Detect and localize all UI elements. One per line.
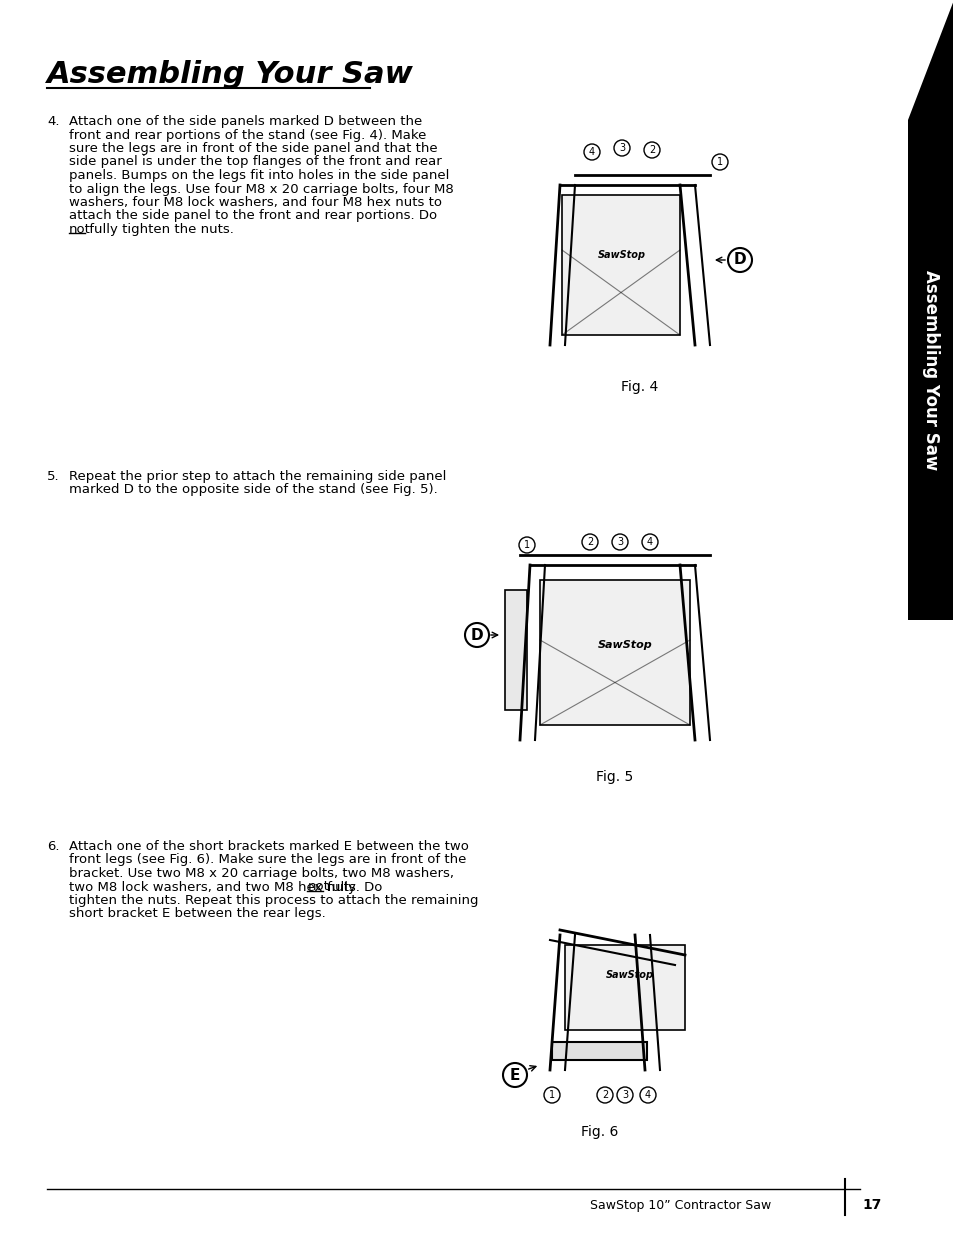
Text: 3: 3 (618, 143, 624, 153)
Text: Assembling Your Saw: Assembling Your Saw (47, 61, 414, 89)
Text: 1: 1 (548, 1091, 555, 1100)
Text: 4: 4 (588, 147, 595, 157)
Text: short bracket E between the rear legs.: short bracket E between the rear legs. (69, 908, 325, 920)
Text: Assembling Your Saw: Assembling Your Saw (921, 270, 939, 471)
FancyBboxPatch shape (907, 120, 953, 620)
Text: 1: 1 (523, 540, 530, 550)
Text: to align the legs. Use four M8 x 20 carriage bolts, four M8: to align the legs. Use four M8 x 20 carr… (69, 183, 454, 195)
Text: SawStop: SawStop (605, 969, 654, 981)
Text: 1: 1 (717, 157, 722, 167)
Text: SawStop 10” Contractor Saw: SawStop 10” Contractor Saw (589, 1198, 770, 1212)
Text: 2: 2 (648, 144, 655, 156)
Text: fully: fully (323, 881, 355, 893)
Text: E: E (509, 1067, 519, 1083)
Text: 17: 17 (862, 1198, 881, 1212)
Text: washers, four M8 lock washers, and four M8 hex nuts to: washers, four M8 lock washers, and four … (69, 196, 441, 209)
Text: marked D to the opposite side of the stand (see Fig. 5).: marked D to the opposite side of the sta… (69, 483, 437, 496)
Polygon shape (907, 0, 953, 120)
Text: attach the side panel to the front and rear portions. Do: attach the side panel to the front and r… (69, 210, 436, 222)
Text: not: not (69, 224, 91, 236)
FancyBboxPatch shape (561, 195, 679, 335)
Text: 4: 4 (646, 537, 653, 547)
Text: sure the legs are in front of the side panel and that the: sure the legs are in front of the side p… (69, 142, 437, 156)
Text: 3: 3 (617, 537, 622, 547)
Text: front legs (see Fig. 6). Make sure the legs are in front of the: front legs (see Fig. 6). Make sure the l… (69, 853, 466, 867)
Text: SawStop: SawStop (597, 640, 652, 650)
Text: bracket. Use two M8 x 20 carriage bolts, two M8 washers,: bracket. Use two M8 x 20 carriage bolts,… (69, 867, 454, 881)
Text: side panel is under the top flanges of the front and rear: side panel is under the top flanges of t… (69, 156, 441, 168)
Text: Repeat the prior step to attach the remaining side panel: Repeat the prior step to attach the rema… (69, 471, 446, 483)
Text: Attach one of the side panels marked D between the: Attach one of the side panels marked D b… (69, 115, 422, 128)
Text: D: D (733, 252, 745, 268)
Text: D: D (470, 627, 483, 642)
Text: Fig. 6: Fig. 6 (580, 1125, 618, 1139)
FancyBboxPatch shape (564, 945, 684, 1030)
Text: SawStop: SawStop (598, 249, 645, 261)
Text: not: not (307, 881, 329, 893)
Text: tighten the nuts. Repeat this process to attach the remaining: tighten the nuts. Repeat this process to… (69, 894, 478, 906)
Text: Fig. 4: Fig. 4 (620, 380, 658, 394)
Text: two M8 lock washers, and two M8 hex nuts. Do: two M8 lock washers, and two M8 hex nuts… (69, 881, 386, 893)
FancyBboxPatch shape (539, 580, 689, 725)
Text: 2: 2 (586, 537, 593, 547)
Text: 4.: 4. (47, 115, 59, 128)
Text: panels. Bumps on the legs fit into holes in the side panel: panels. Bumps on the legs fit into holes… (69, 169, 449, 182)
Text: 6.: 6. (47, 840, 59, 853)
Text: Attach one of the short brackets marked E between the two: Attach one of the short brackets marked … (69, 840, 468, 853)
Text: 2: 2 (601, 1091, 607, 1100)
Text: fully tighten the nuts.: fully tighten the nuts. (85, 224, 233, 236)
Text: Fig. 5: Fig. 5 (596, 769, 633, 784)
Text: 3: 3 (621, 1091, 627, 1100)
FancyBboxPatch shape (504, 590, 526, 710)
Text: 4: 4 (644, 1091, 650, 1100)
Text: 5.: 5. (47, 471, 60, 483)
FancyBboxPatch shape (552, 1042, 646, 1060)
Text: front and rear portions of the stand (see Fig. 4). Make: front and rear portions of the stand (se… (69, 128, 426, 142)
